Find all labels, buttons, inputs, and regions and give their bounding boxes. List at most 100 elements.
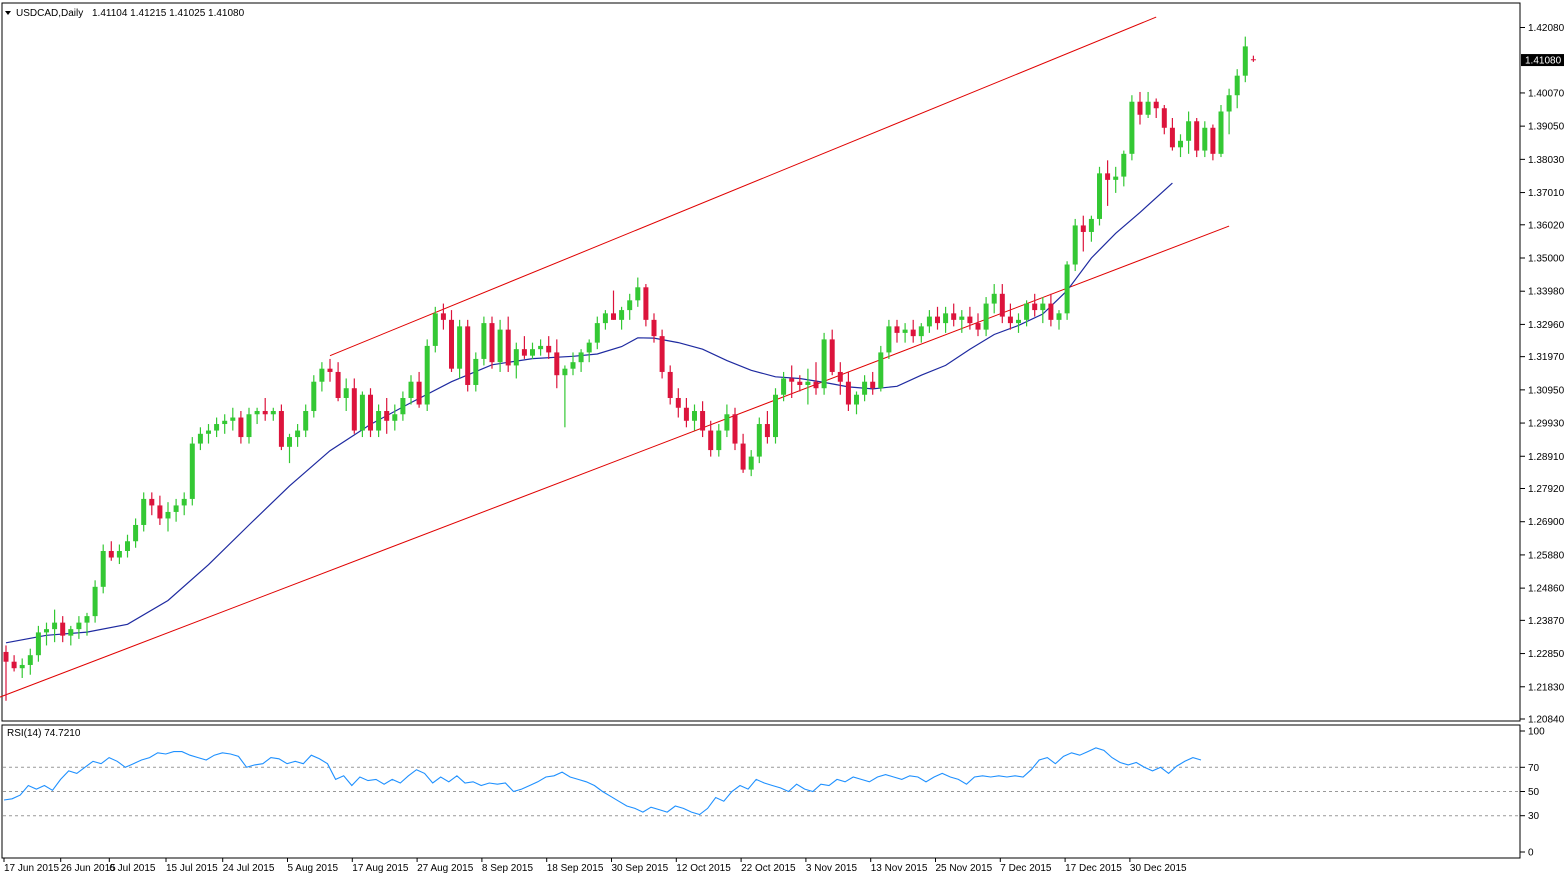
price-panel[interactable] xyxy=(1,2,1521,722)
candle xyxy=(376,404,382,438)
rsi-path xyxy=(3,747,1202,816)
candle-body xyxy=(878,352,884,389)
candle xyxy=(278,404,284,451)
candle xyxy=(602,310,608,330)
date-tick-label: 8 Sep 2015 xyxy=(482,863,534,874)
candle-body xyxy=(854,394,859,405)
candle-body xyxy=(303,411,309,431)
candle-body xyxy=(805,381,811,385)
rsi-tick-label: 70 xyxy=(1528,763,1540,774)
candle-body xyxy=(1064,264,1070,314)
candle xyxy=(262,397,268,421)
candle-body xyxy=(959,316,965,320)
candle-body xyxy=(789,378,795,382)
candle xyxy=(1186,111,1192,154)
candle xyxy=(76,616,82,639)
candle-body xyxy=(376,411,382,431)
candle-body xyxy=(1161,108,1167,128)
rsi-title: RSI(14) 74.7210 xyxy=(7,728,81,739)
candle-body xyxy=(149,498,155,506)
candle xyxy=(813,362,819,395)
candle-body xyxy=(465,326,471,385)
price-tick-label: 1.30950 xyxy=(1528,385,1565,396)
candle xyxy=(35,625,41,662)
candle xyxy=(837,362,843,395)
candle-body xyxy=(1088,218,1094,232)
candle-body xyxy=(457,326,463,369)
date-tick-label: 17 Dec 2015 xyxy=(1065,863,1122,874)
candle-body xyxy=(1080,225,1086,232)
candle xyxy=(1210,124,1216,161)
candle-body xyxy=(1105,173,1111,180)
candle xyxy=(1048,293,1054,327)
candle xyxy=(1032,293,1038,317)
channel-line[interactable] xyxy=(329,16,1157,357)
candle-body xyxy=(1040,303,1046,311)
candle-body xyxy=(635,287,641,301)
candle-body xyxy=(432,313,438,346)
candle xyxy=(222,414,228,434)
moving-average xyxy=(5,182,1173,644)
candle xyxy=(894,319,900,343)
candle xyxy=(805,368,811,405)
candle xyxy=(918,323,924,343)
price-tick-label: 1.29930 xyxy=(1528,419,1565,430)
candle xyxy=(68,625,74,646)
date-tick-label: 17 Aug 2015 xyxy=(352,863,409,874)
candle-body xyxy=(667,371,673,398)
dropdown-triangle-icon[interactable] xyxy=(5,11,11,15)
channel-line[interactable] xyxy=(0,225,1230,706)
candle-body xyxy=(262,411,268,415)
candle xyxy=(756,417,762,464)
candle xyxy=(716,424,722,457)
rsi-panel[interactable] xyxy=(1,724,1521,859)
candle-body xyxy=(368,394,373,431)
candle xyxy=(1080,215,1086,252)
candle-body xyxy=(351,388,357,431)
candle xyxy=(270,407,276,421)
candle-body xyxy=(473,358,479,385)
candle-body xyxy=(27,655,33,665)
candle-body xyxy=(214,424,220,431)
candle xyxy=(206,424,211,444)
rsi-tick-label: 50 xyxy=(1528,787,1540,798)
candle-body xyxy=(76,622,82,630)
candle xyxy=(513,342,519,379)
candle-body xyxy=(1048,303,1054,320)
candle xyxy=(886,319,892,359)
candle xyxy=(659,329,665,379)
symbol-title: USDCAD,Daily xyxy=(16,8,83,19)
candle-body xyxy=(530,349,535,356)
candle xyxy=(530,342,535,359)
candle-body xyxy=(19,664,25,669)
candle-body xyxy=(870,381,876,389)
candle-body xyxy=(449,319,454,369)
candle xyxy=(773,388,778,444)
candle xyxy=(197,427,203,451)
candle xyxy=(975,313,981,337)
candle-body xyxy=(991,293,997,304)
candle-body xyxy=(60,622,66,636)
date-tick-label: 22 Oct 2015 xyxy=(741,863,796,874)
price-tick-label: 1.22850 xyxy=(1528,649,1565,660)
candle xyxy=(748,450,754,477)
candle-body xyxy=(740,443,746,470)
candle xyxy=(335,362,341,402)
date-tick-label: 12 Oct 2015 xyxy=(676,863,731,874)
candle-body xyxy=(100,551,106,587)
candle xyxy=(700,401,706,438)
candle xyxy=(1161,104,1167,135)
candle-body xyxy=(1145,101,1151,115)
candle-body xyxy=(999,293,1005,317)
candles xyxy=(3,36,1256,701)
candle xyxy=(1113,166,1119,193)
candle xyxy=(854,391,859,415)
price-tick-label: 1.39050 xyxy=(1528,122,1565,133)
candle-body xyxy=(611,313,616,320)
candle xyxy=(303,404,309,438)
candle-body xyxy=(708,430,714,451)
candle xyxy=(910,319,916,343)
candle-body xyxy=(238,417,244,438)
